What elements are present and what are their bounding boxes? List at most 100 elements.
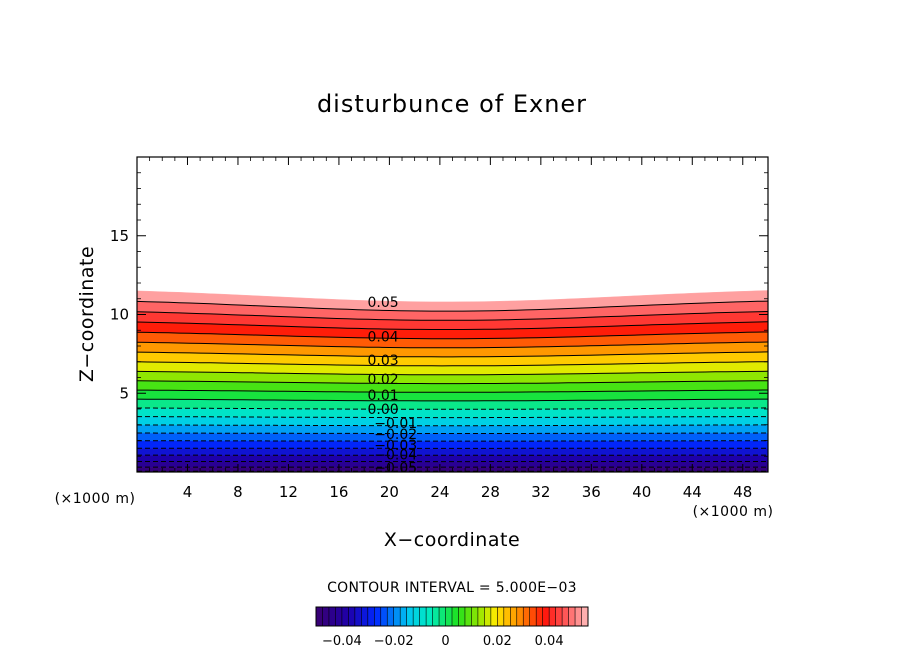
x-tick-label: 20 — [380, 483, 399, 501]
x-tick-label: 44 — [683, 483, 702, 501]
contour-line — [136, 398, 768, 402]
contour-line — [136, 311, 769, 321]
colorbar-cell — [419, 607, 427, 626]
colorbar-cell — [568, 607, 576, 626]
colorbar-cell — [348, 607, 356, 626]
contour-band — [136, 454, 769, 462]
contour-band — [136, 461, 769, 468]
y-tick-label: 5 — [119, 384, 129, 402]
x-tick-label: 12 — [279, 483, 298, 501]
contour-label: 0.03 — [368, 353, 399, 369]
colorbar-cell — [432, 607, 440, 626]
contour-label: −0.03 — [374, 438, 417, 454]
colorbar-cell — [503, 607, 511, 626]
colorbar-cell — [477, 607, 485, 626]
colorbar-cell — [458, 607, 466, 626]
x-tick-label: 32 — [531, 483, 550, 501]
colorbar-cell — [367, 607, 375, 626]
contour-label: 0.01 — [368, 388, 399, 404]
colorbar-cell — [464, 607, 472, 626]
colorbar-cell — [400, 607, 407, 626]
contour-label: 0.04 — [368, 330, 399, 346]
contour-line — [137, 432, 768, 434]
colorbar-cell — [380, 607, 388, 626]
x-tick-label: 28 — [481, 483, 500, 501]
colorbar-cell — [471, 607, 479, 626]
contour-line — [136, 331, 769, 340]
x-tick-label: 36 — [582, 483, 601, 501]
colorbar-tick-labels: −0.04 −0.02 0 0.02 0.04 — [322, 634, 564, 649]
y-tick-label: 15 — [110, 227, 129, 245]
x-axis-ticks: 4 8 12 16 20 24 28 32 36 40 44 48 — [149, 157, 756, 501]
y-axis-ticks: 5 10 15 — [110, 172, 768, 457]
x-tick-label: 8 — [233, 483, 243, 501]
contour-band — [136, 432, 769, 442]
contour-label: −0.04 — [374, 448, 417, 464]
colorbar — [315, 606, 589, 627]
colorbar-cell — [536, 607, 543, 626]
contour-line — [137, 389, 769, 393]
colorbar-cell — [510, 607, 518, 626]
contour-line — [136, 300, 769, 312]
colorbar-cell — [328, 607, 336, 626]
colorbar-cell — [393, 607, 401, 626]
contour-line — [136, 321, 769, 330]
colorbar-cell — [484, 607, 492, 626]
colorbar-cell — [341, 607, 349, 626]
colorbar-cell — [335, 607, 343, 626]
contour-labels: 0.050.040.030.020.010.00−0.01−0.02−0.03−… — [368, 295, 418, 476]
contour-label: 0.00 — [368, 402, 399, 418]
contour-lines — [136, 300, 769, 472]
contour-line — [136, 370, 769, 376]
chart-title: disturbunce of Exner — [317, 90, 587, 118]
colorbar-cell — [322, 607, 330, 626]
colorbar-tick-label: −0.02 — [374, 634, 414, 649]
contour-label: 0.02 — [368, 372, 399, 388]
colorbar-cell — [374, 607, 382, 626]
colorbar-cell — [413, 607, 420, 626]
contour-label: −0.02 — [374, 427, 417, 443]
contour-field — [136, 290, 769, 473]
colorbar-cell — [497, 607, 505, 626]
contour-line — [136, 380, 769, 385]
colorbar-cell — [426, 607, 433, 626]
contour-line — [136, 424, 768, 427]
colorbar-cell — [555, 607, 563, 626]
contour-line — [136, 351, 769, 358]
contour-line — [136, 341, 769, 349]
y-axis-title: Z−coordinate — [76, 246, 98, 382]
contour-interval-label: CONTOUR INTERVAL = 5.000E−03 — [327, 580, 577, 596]
x-unit-label-right: (×1000 m) — [693, 504, 774, 520]
colorbar-frame — [315, 606, 589, 627]
colorbar-cell — [516, 607, 524, 626]
colorbar-cell — [387, 607, 395, 626]
colorbar-cell — [445, 607, 453, 626]
x-tick-label: 24 — [430, 483, 449, 501]
contour-line — [137, 407, 769, 410]
colorbar-tick-label: 0 — [441, 634, 449, 649]
colorbar-cell — [523, 607, 531, 626]
colorbar-cell — [581, 607, 589, 626]
contour-line — [137, 416, 768, 419]
colorbar-cell — [452, 607, 459, 626]
colorbar-cell — [316, 607, 323, 626]
contour-band — [136, 440, 769, 449]
x-axis-title: X−coordinate — [384, 529, 520, 551]
colorbar-cell — [549, 607, 556, 626]
colorbar-cell — [490, 607, 498, 626]
contour-label: 0.05 — [368, 295, 399, 311]
contour-band — [136, 448, 769, 456]
x-tick-label: 4 — [183, 483, 193, 501]
colorbar-cell — [529, 607, 537, 626]
x-tick-label: 40 — [632, 483, 651, 501]
contour-label: −0.05 — [374, 460, 417, 476]
colorbar-tick-label: 0.04 — [535, 634, 564, 649]
colorbar-cell — [575, 607, 582, 626]
colorbar-cell — [361, 607, 369, 626]
colorbar-cell — [439, 607, 446, 626]
colorbar-tick-label: 0.02 — [483, 634, 512, 649]
contour-label: −0.01 — [374, 416, 417, 432]
colorbar-cell — [406, 607, 414, 626]
colorbar-cell — [562, 607, 569, 626]
